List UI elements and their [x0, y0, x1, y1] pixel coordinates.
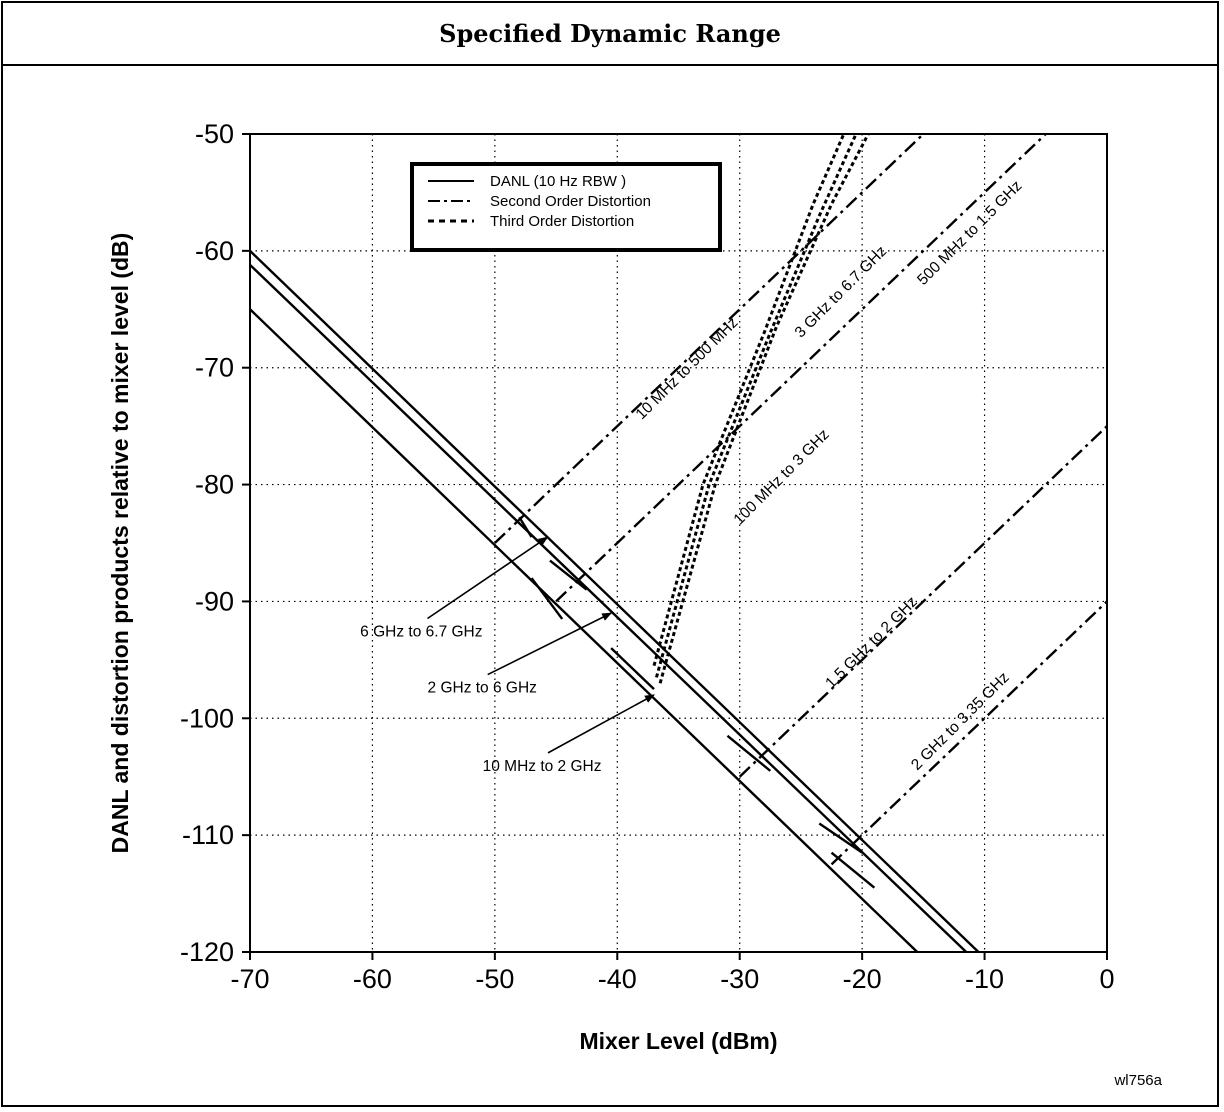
marker-line — [818, 822, 863, 854]
third-order-line — [652, 133, 846, 667]
marker-line — [518, 516, 533, 538]
y-tick-label: -100 — [180, 703, 234, 733]
y-tick-label: -70 — [195, 353, 234, 383]
x-tick-label: -40 — [598, 964, 637, 994]
second-order-line — [738, 425, 1108, 778]
third-order-line — [655, 133, 858, 678]
y-tick-label: -90 — [195, 586, 234, 616]
x-tick-label: -10 — [965, 964, 1004, 994]
x-tick-label: -60 — [353, 964, 392, 994]
plot-area-border — [249, 133, 1108, 953]
figure-id: wl756a — [1113, 1072, 1162, 1089]
page-title: Specified Dynamic Range — [439, 19, 781, 48]
y-tick-label: -120 — [180, 937, 234, 967]
y-tick-label: -60 — [195, 236, 234, 266]
annotation-arrow — [427, 536, 549, 620]
marker-line — [830, 851, 876, 889]
y-tick-label: -110 — [182, 820, 234, 850]
annotation-arrow — [547, 694, 655, 754]
series-annotation: 10 MHz to 500 MHz — [633, 314, 742, 423]
x-tick-label: -30 — [720, 964, 759, 994]
x-axis-label: Mixer Level (dBm) — [579, 1028, 777, 1054]
y-axis-label: DANL and distortion products relative to… — [107, 233, 133, 854]
y-tick-label: -50 — [195, 119, 234, 149]
annotation-arrow — [487, 612, 613, 676]
legend-label: DANL (10 Hz RBW ) — [490, 173, 626, 190]
series-annotation: 1.5 GHz to 2 GHz — [822, 593, 921, 692]
legend-box — [410, 162, 722, 252]
marker-line — [726, 734, 772, 772]
marker-line — [549, 559, 588, 591]
series-annotation: 500 MHz to 1.5 GHz — [914, 177, 1025, 288]
marker-line — [530, 577, 564, 620]
series-annotation: 10 MHz to 2 GHz — [483, 758, 602, 775]
x-tick-label: -20 — [843, 964, 882, 994]
x-tick-label: 0 — [1099, 964, 1114, 994]
x-tick-label: -50 — [475, 964, 514, 994]
series-annotation: 2 GHz to 3.35 GHz — [908, 669, 1013, 774]
second-order-line — [494, 133, 925, 544]
second-order-line — [830, 600, 1108, 866]
marker-line — [610, 647, 655, 690]
series-annotation: 100 MHz to 3 GHz — [731, 426, 833, 528]
title-bar: Specified Dynamic Range — [3, 3, 1217, 66]
y-tick-label: -80 — [195, 470, 234, 500]
legend-label: Third Order Distortion — [490, 213, 634, 230]
danl-line — [249, 264, 968, 953]
series-annotation: 6 GHz to 6.7 GHz — [360, 623, 482, 640]
second-order-line — [555, 133, 1047, 603]
x-tick-label: -70 — [230, 964, 269, 994]
danl-line — [249, 308, 919, 953]
series-annotation: 2 GHz to 6 GHz — [428, 680, 537, 697]
danl-line — [249, 249, 980, 953]
legend-label: Second Order Distortion — [490, 193, 651, 210]
